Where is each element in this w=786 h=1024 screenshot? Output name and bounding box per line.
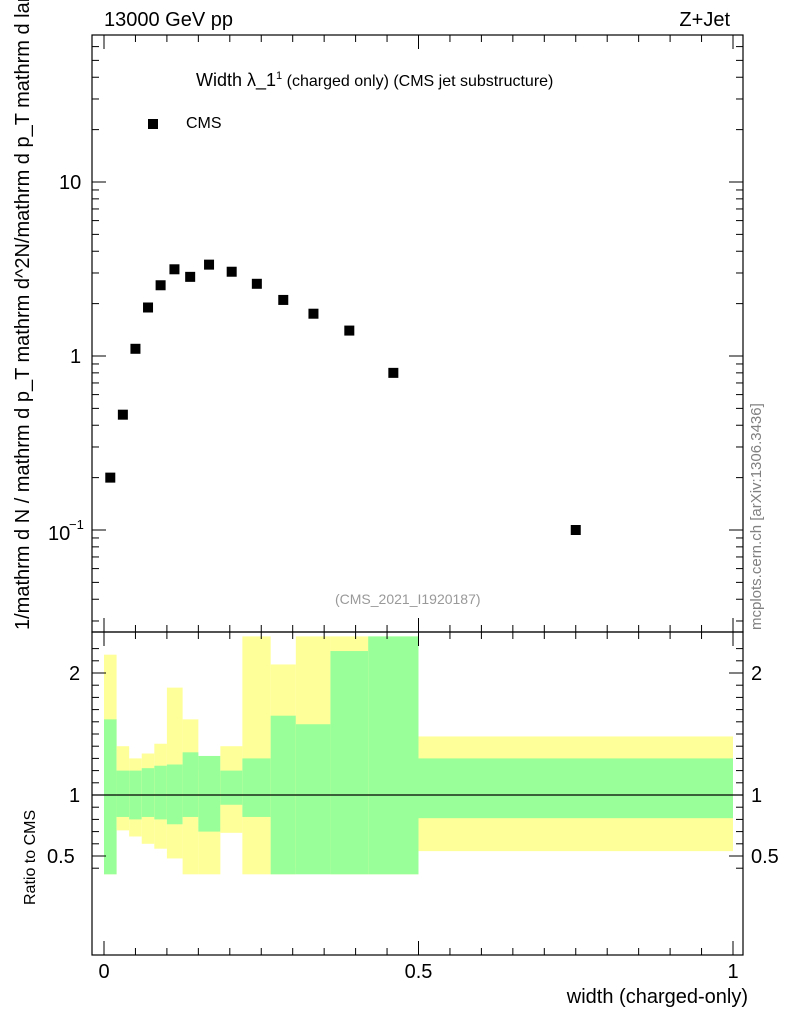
main-y-tick-label-1: 1 [70, 346, 81, 368]
x-tick-label-0: 0 [98, 961, 109, 983]
x-tick-label-0.5: 0.5 [405, 961, 433, 983]
legend-marker-cms [148, 119, 158, 129]
data-point-2 [130, 343, 141, 354]
data-point-0 [105, 472, 116, 483]
data-point-7 [204, 259, 215, 270]
data-point-8 [226, 266, 237, 277]
main-y-tick-label-0.1: 10 [48, 523, 70, 545]
data-markers [105, 119, 581, 535]
inner-band-bin-14 [418, 758, 733, 819]
inner-band-bin-0 [104, 719, 117, 875]
inner-band-bin-8 [220, 770, 243, 805]
ratio-y-tick-label-left-2: 2 [69, 663, 80, 685]
plot-title-superscript: 1 [276, 70, 283, 82]
main-y-tick-label-0.1-exponent: −1 [69, 517, 84, 532]
data-point-1 [117, 409, 128, 420]
ratio-y-tick-label-left-1: 1 [69, 785, 80, 807]
ratio-y-tick-label-left-0.5: 0.5 [47, 846, 75, 868]
y-axis-label-ratio: Ratio to CMS [22, 809, 39, 905]
y-axis-label-main: 1/mathrm d N / mathrm d p_T mathrm d^2N/… [12, 0, 34, 630]
data-point-9 [251, 278, 262, 289]
inner-band-bin-5 [166, 764, 183, 825]
ratio-plot-frame [91, 631, 744, 956]
inner-band-bin-13 [368, 636, 419, 875]
inner-band-bin-12 [330, 651, 369, 875]
outer-band-bin-9 [242, 636, 271, 875]
plot-frames [91, 34, 744, 956]
inner-band-bin-7 [198, 755, 221, 832]
inner-band-bin-1 [116, 770, 130, 817]
legend-label-cms: CMS [186, 115, 222, 132]
ratio-y-tick-label-right-0.5: 0.5 [751, 846, 779, 868]
data-point-12 [344, 325, 355, 336]
inner-band-bin-11 [295, 724, 331, 875]
data-point-4 [155, 280, 166, 291]
inner-band-bin-4 [154, 765, 167, 820]
data-point-11 [308, 308, 319, 319]
inner-band-bin-9 [242, 758, 271, 817]
ratio-bands [92, 636, 743, 875]
data-point-3 [143, 302, 154, 313]
plot-title: Width λ_11 (charged only) (CMS jet subst… [196, 70, 553, 91]
ratio-y-tick-label-right-1: 1 [751, 785, 762, 807]
ratio-y-tick-label-right-2: 2 [751, 663, 762, 685]
x-tick-label-1: 1 [727, 961, 738, 983]
data-point-5 [169, 264, 180, 275]
header-energy-label: 13000 GeV pp [104, 9, 233, 31]
plot-title-main: Width λ_1 [196, 70, 277, 90]
inner-band-bin-3 [141, 768, 155, 817]
main-y-tick-label-10: 10 [59, 172, 81, 194]
watermark: mcplots.cern.ch [arXiv:1306.3436] [748, 403, 765, 630]
data-point-14 [570, 525, 581, 535]
data-point-6 [185, 271, 196, 282]
x-axis-label: width (charged-only) [566, 986, 748, 1008]
data-point-10 [278, 294, 289, 305]
plot-title-suffix: (charged only) (CMS jet substructure) [282, 73, 554, 90]
analysis-label: (CMS_2021_I1920187) [335, 591, 481, 607]
data-point-13 [388, 367, 399, 378]
inner-band-bin-6 [182, 752, 199, 817]
header-process-label: Z+Jet [679, 9, 730, 31]
